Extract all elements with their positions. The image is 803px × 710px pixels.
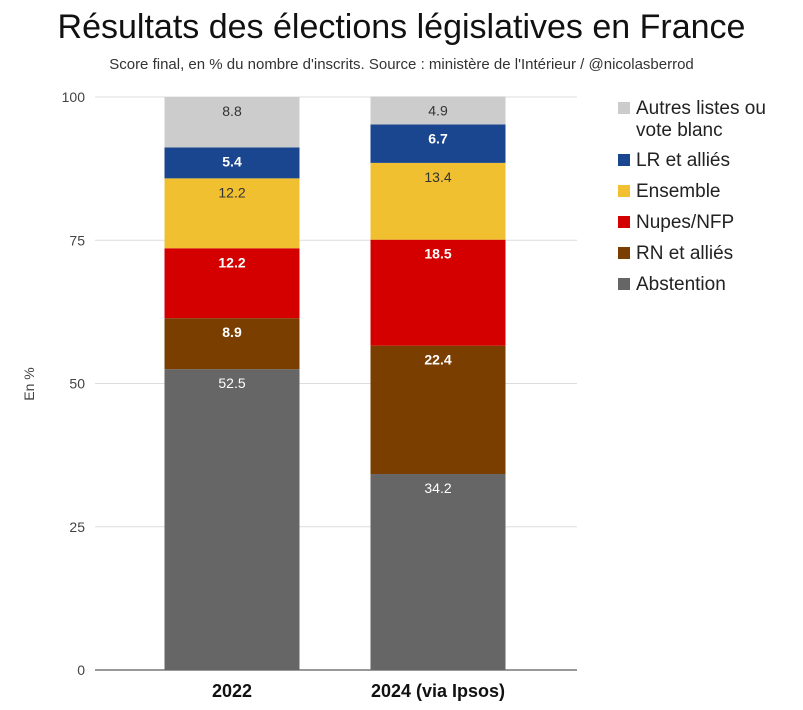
legend-swatch	[618, 216, 630, 228]
chart-title: Résultats des élections législatives en …	[57, 8, 746, 46]
data-label: 6.7	[428, 131, 448, 147]
data-label: 18.5	[424, 246, 451, 262]
data-label: 5.4	[222, 153, 242, 169]
data-label: 12.2	[218, 254, 245, 270]
legend-swatch	[618, 185, 630, 197]
bar-segment	[370, 124, 506, 163]
legend-label: RN et alliés	[636, 243, 733, 264]
bar-segment	[370, 162, 506, 240]
legend: Autres listes ou vote blanc LR et alliés En…	[618, 98, 766, 295]
legend-label: Abstention	[636, 274, 726, 295]
x-tick-label: 2022	[212, 681, 252, 701]
data-label: 8.9	[222, 324, 242, 340]
bar-segment	[370, 474, 506, 670]
legend-swatch	[618, 154, 630, 166]
y-tick-label: 25	[69, 519, 85, 535]
bar-segment	[370, 96, 506, 125]
y-tick-label: 0	[77, 662, 85, 678]
bar-segment	[164, 369, 300, 670]
bar-segment	[164, 248, 300, 319]
data-labels: 52.5 8.9 12.2 12.2 5.4 8.8 2022 34.2 22.4 18.5 13.…	[212, 102, 505, 701]
chart-subtitle: Score final, en % du nombre d'inscrits. …	[109, 56, 694, 73]
legend-label: Ensemble	[636, 181, 721, 202]
bar-segment	[164, 178, 300, 249]
bar-segment	[164, 97, 300, 148]
y-axis-label: En %	[21, 367, 37, 400]
legend-label: Nupes/NFP	[636, 212, 734, 233]
data-label: 4.9	[428, 102, 448, 118]
bar-segment	[164, 147, 300, 179]
legend-label: LR et alliés	[636, 150, 730, 171]
bar-segment	[164, 318, 300, 370]
data-label: 13.4	[424, 169, 451, 185]
x-tick-label: 2024 (via Ipsos)	[371, 681, 505, 701]
y-tick-label: 100	[62, 89, 86, 105]
data-label: 8.8	[222, 103, 242, 119]
legend-swatch	[618, 247, 630, 259]
bar-segment	[370, 345, 506, 475]
data-label: 52.5	[218, 375, 245, 391]
data-label: 12.2	[218, 184, 245, 200]
data-label: 34.2	[424, 480, 451, 496]
axes: En %	[21, 367, 37, 400]
y-tick-label: 50	[69, 376, 85, 392]
legend-swatch	[618, 278, 630, 290]
legend-label: Autres listes ou vote blanc	[636, 98, 766, 141]
data-label: 22.4	[424, 352, 451, 368]
bars	[164, 96, 506, 670]
y-tick-label: 75	[69, 232, 85, 248]
legend-swatch	[618, 102, 630, 114]
bar-segment	[370, 239, 506, 346]
